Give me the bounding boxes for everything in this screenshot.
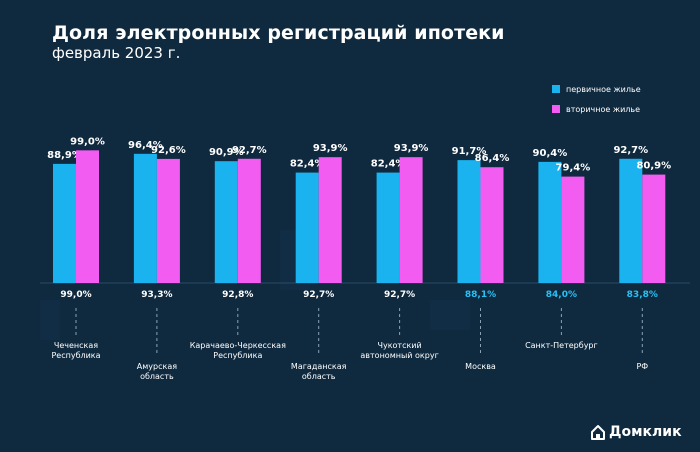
total-label: 92,8% — [222, 290, 253, 300]
category-label: область — [302, 372, 336, 381]
bar-secondary — [156, 158, 180, 283]
data-label-primary: 90,9% — [209, 147, 244, 158]
bar-primary — [376, 172, 400, 283]
total-label: 92,7% — [303, 290, 334, 300]
legend-label-primary: первичное жилье — [566, 84, 641, 94]
brand-name: Домклик — [609, 424, 682, 440]
bar-primary — [133, 153, 157, 283]
data-label-secondary: 86,4% — [475, 153, 510, 164]
data-label-secondary: 92,7% — [232, 145, 267, 156]
bar-primary — [53, 163, 76, 283]
total-label: 84,0% — [546, 290, 577, 300]
total-label: 83,8% — [627, 290, 658, 300]
data-label-primary: 92,7% — [613, 145, 648, 156]
legend-swatch-primary — [552, 85, 560, 93]
data-label-primary: 96,4% — [128, 140, 163, 151]
category-label: Чеченская — [54, 341, 98, 350]
data-label-secondary: 80,9% — [636, 161, 671, 172]
category-label: Магаданская — [291, 362, 347, 371]
bar-secondary — [318, 157, 342, 283]
background-shape — [40, 300, 60, 340]
category-label: Карачаево-Черкесская — [190, 341, 286, 350]
legend: первичное жилье вторичное жилье — [552, 79, 641, 119]
brand-logo: Домклик — [590, 424, 682, 440]
background-shape — [430, 300, 470, 330]
bar-secondary — [480, 167, 504, 283]
category-label: автономный округ — [360, 351, 438, 360]
chart-subtitle: февраль 2023 г. — [52, 44, 181, 62]
legend-label-secondary: вторичное жилье — [566, 104, 641, 114]
data-label-secondary: 92,6% — [151, 145, 186, 156]
data-label-primary: 90,4% — [533, 148, 568, 159]
data-label-primary: 88,9% — [47, 150, 82, 161]
legend-item-secondary: вторичное жилье — [552, 99, 641, 119]
bar-primary — [619, 158, 643, 283]
bar-primary — [214, 161, 238, 283]
category-label: Амурская — [137, 362, 177, 371]
bar-primary — [538, 161, 562, 283]
data-label-secondary: 79,4% — [556, 163, 591, 174]
bar-secondary — [561, 176, 585, 283]
legend-swatch-secondary — [552, 105, 560, 113]
data-label-primary: 82,4% — [371, 159, 406, 170]
category-label: Санкт-Петербург — [525, 341, 598, 350]
total-label: 99,0% — [60, 290, 91, 300]
chart-title: Доля электронных регистраций ипотеки — [52, 22, 505, 44]
bar-primary — [457, 160, 481, 283]
total-label: 88,1% — [465, 290, 496, 300]
data-label-secondary: 93,9% — [394, 143, 429, 154]
data-label-primary: 82,4% — [290, 159, 325, 170]
total-label: 93,3% — [141, 290, 172, 300]
bar-secondary — [399, 157, 423, 283]
data-label-primary: 91,7% — [452, 146, 487, 157]
data-label-secondary: 99,0% — [70, 136, 105, 147]
data-label-secondary: 93,9% — [313, 143, 348, 154]
category-label: РФ — [636, 362, 648, 371]
bar-secondary — [76, 150, 99, 283]
house-icon — [590, 424, 606, 440]
category-label: Чукотский — [377, 341, 421, 350]
bar-primary — [295, 172, 319, 283]
bar-secondary — [237, 158, 261, 283]
category-label: Москва — [465, 362, 496, 371]
category-label: область — [140, 372, 174, 381]
category-label: Республика — [51, 351, 100, 360]
bar-secondary — [642, 174, 666, 283]
legend-item-primary: первичное жилье — [552, 79, 641, 99]
total-label: 92,7% — [384, 290, 415, 300]
category-label: Республика — [213, 351, 262, 360]
